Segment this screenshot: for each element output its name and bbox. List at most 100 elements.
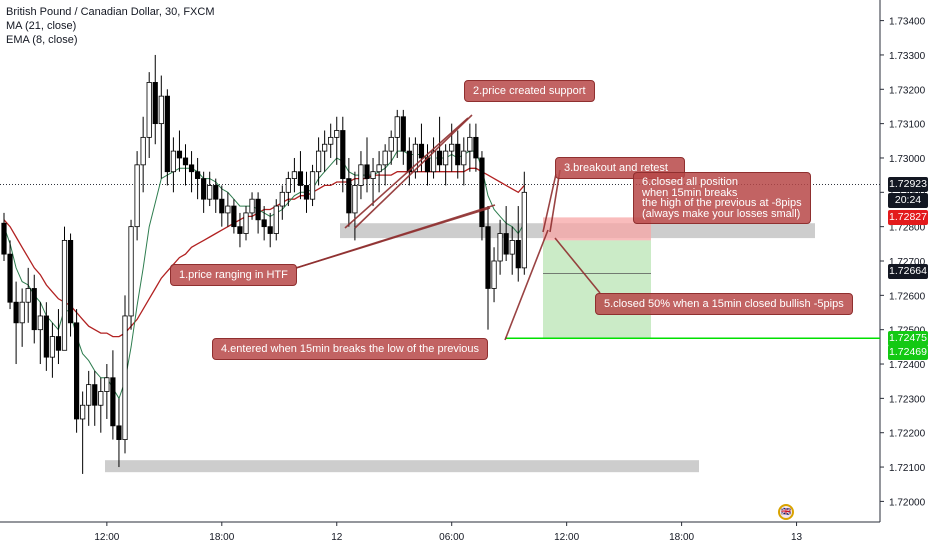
y-tick-label: 1.72300 xyxy=(889,394,926,405)
candle-body xyxy=(182,157,189,166)
annotation-connector xyxy=(354,114,473,229)
candle-body xyxy=(110,377,116,427)
y-tick-label: 1.73000 xyxy=(889,154,926,165)
candle-body xyxy=(303,185,310,200)
candle-body xyxy=(497,233,503,262)
badge-target2: 1.72469 xyxy=(888,345,928,360)
candle-body xyxy=(231,205,237,228)
candle-body xyxy=(194,171,201,179)
candle-body xyxy=(188,164,195,173)
candle-body xyxy=(55,336,62,351)
x-tick-label: 18:00 xyxy=(669,532,694,543)
note-full-close: 6.closed all position when 15min breaks … xyxy=(633,172,811,224)
x-tick-label: 12 xyxy=(331,532,343,543)
candle-body xyxy=(443,150,449,166)
candle-body xyxy=(382,150,388,166)
annotation-connector xyxy=(344,117,469,229)
x-tick-label: 13 xyxy=(791,532,803,543)
y-tick-label: 1.72200 xyxy=(889,429,926,440)
candle-body xyxy=(146,82,152,138)
candle-body xyxy=(243,212,249,234)
candle-body xyxy=(418,143,425,159)
candle-body xyxy=(467,136,473,152)
stop-loss-zone xyxy=(543,217,651,241)
candle-body xyxy=(237,226,243,234)
y-tick-label: 1.72600 xyxy=(889,291,926,302)
candle-body xyxy=(267,226,273,234)
candle-body xyxy=(207,185,213,200)
badge-last-price: 1.72923 xyxy=(888,177,928,192)
candle-body xyxy=(346,178,352,214)
candle-body xyxy=(140,136,146,166)
annotation-connector xyxy=(504,229,549,341)
candle-body xyxy=(309,171,316,200)
candle-body xyxy=(25,288,31,303)
support-zone-lower xyxy=(105,460,699,473)
candle-body xyxy=(67,239,74,324)
legend-ma: MA (21, close) xyxy=(6,20,77,32)
candle-body xyxy=(388,136,394,152)
candle-body xyxy=(19,301,25,324)
candle-body xyxy=(43,315,49,358)
note-ranging: 1.price ranging in HTF xyxy=(170,264,297,286)
candle-body xyxy=(315,150,322,173)
candle-body xyxy=(128,226,134,317)
candle-body xyxy=(219,198,225,214)
candle-body xyxy=(455,143,461,166)
candle-body xyxy=(249,198,255,214)
x-tick-label: 06:00 xyxy=(439,532,464,543)
candle-body xyxy=(461,150,467,166)
candle-body xyxy=(436,150,443,166)
candle-body xyxy=(176,150,183,159)
candle-body xyxy=(225,205,231,214)
candle-body xyxy=(400,116,406,152)
candle-body xyxy=(334,130,340,138)
y-tick-label: 1.72000 xyxy=(889,497,926,508)
candle-body xyxy=(49,336,56,358)
candle-body xyxy=(285,178,291,193)
candle-body xyxy=(503,233,509,255)
uk-flag-icon: 🇬🇧 xyxy=(778,504,794,520)
candle-body xyxy=(352,185,358,214)
candle-body xyxy=(7,253,13,303)
candle-body xyxy=(479,157,485,228)
candle-body xyxy=(273,205,279,234)
legend-title: British Pound / Canadian Dollar, 30, FXC… xyxy=(6,6,215,18)
candle-body xyxy=(213,185,219,200)
y-tick-label: 1.72100 xyxy=(889,463,926,474)
candle-body xyxy=(255,198,261,221)
candle-body xyxy=(37,315,43,331)
candle-body xyxy=(61,239,68,351)
badge-target: 1.72475 xyxy=(888,331,928,346)
candle-body xyxy=(364,164,370,179)
annotation-connector xyxy=(549,169,561,233)
annotation-connector xyxy=(542,173,557,233)
candle-body xyxy=(376,164,382,173)
candle-body xyxy=(86,384,92,406)
candle-body xyxy=(104,377,110,392)
candle-body xyxy=(164,95,170,173)
annotation-connector xyxy=(554,237,601,294)
candle-body xyxy=(279,191,285,207)
x-tick-label: 18:00 xyxy=(209,532,234,543)
legend-ema: EMA (8, close) xyxy=(6,34,78,46)
candle-body xyxy=(291,171,298,179)
candle-body xyxy=(31,288,37,331)
candle-body xyxy=(406,150,412,173)
candle-body xyxy=(370,171,376,179)
y-tick-label: 1.72800 xyxy=(889,223,926,234)
note-entry: 4.entered when 15min breaks the low of t… xyxy=(212,338,489,360)
candle-body xyxy=(297,171,304,186)
candle-body xyxy=(449,143,455,152)
candle-body xyxy=(412,143,419,173)
y-tick-label: 1.73100 xyxy=(889,120,926,131)
candle-body xyxy=(134,164,140,228)
candle-body xyxy=(1,222,7,255)
candle-body xyxy=(92,384,98,406)
note-support: 2.price created support xyxy=(464,80,595,102)
candle-body xyxy=(201,178,207,200)
candle-body xyxy=(485,226,491,289)
candle-body xyxy=(322,143,328,152)
candle-body xyxy=(394,116,400,138)
chart-legend: British Pound / Canadian Dollar, 30, FXC… xyxy=(6,5,215,47)
